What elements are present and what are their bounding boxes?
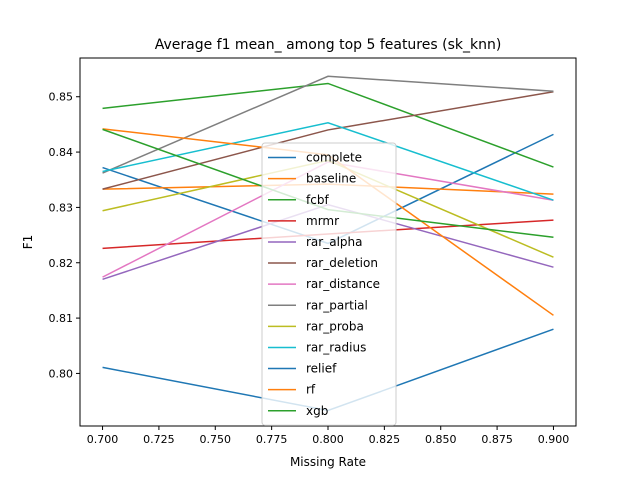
x-tick-label: 0.700 — [87, 433, 119, 446]
y-tick-label: 0.84 — [49, 146, 74, 159]
legend-item: rar_radius — [268, 340, 366, 354]
legend-item: rar_deletion — [268, 256, 378, 270]
y-tick-label: 0.81 — [49, 312, 74, 325]
legend-label: rar_alpha — [306, 235, 362, 249]
legend-item: rar_distance — [268, 277, 380, 291]
legend-label: rar_radius — [306, 340, 366, 354]
x-tick-label: 0.825 — [369, 433, 401, 446]
x-tick-label: 0.725 — [143, 433, 175, 446]
x-tick-label: 0.750 — [200, 433, 232, 446]
x-tick-label: 0.900 — [538, 433, 570, 446]
x-tick-label: 0.850 — [425, 433, 457, 446]
x-tick-label: 0.800 — [312, 433, 344, 446]
y-tick-label: 0.83 — [49, 201, 74, 214]
legend-label: xgb — [306, 404, 328, 418]
legend-item: xgb — [268, 404, 328, 418]
y-tick-label: 0.80 — [49, 367, 74, 380]
legend-item: fcbf — [268, 193, 329, 207]
legend-item: complete — [268, 151, 362, 165]
legend: complete baseline fcbf mrmr rar_alpha rar_del… — [261, 142, 397, 426]
legend-item: rf — [268, 383, 316, 397]
x-axis-ticks: 0.700 0.725 0.750 0.775 0.800 0.825 0.850 0.875… — [87, 426, 569, 446]
legend-item: baseline — [268, 172, 356, 186]
y-tick-label: 0.85 — [49, 91, 74, 104]
x-axis-label: Missing Rate — [290, 455, 366, 469]
legend-label: rar_distance — [306, 277, 380, 291]
legend-label: rar_deletion — [306, 256, 378, 270]
chart-title: Average f1 mean_ among top 5 features (s… — [155, 37, 502, 53]
legend-item: mrmr — [268, 214, 339, 228]
legend-box — [261, 142, 397, 426]
legend-label: rar_partial — [306, 298, 368, 312]
legend-label: complete — [306, 151, 362, 165]
legend-label: rar_proba — [306, 319, 364, 333]
plot-frame — [79, 57, 577, 427]
legend-label: relief — [306, 362, 337, 376]
y-axis-ticks: 0.80 0.81 0.82 0.83 0.84 0.85 — [49, 91, 80, 380]
series-line-fcbf — [102, 82, 554, 168]
y-axis-label: F1 — [21, 235, 35, 250]
legend-label: mrmr — [306, 214, 339, 228]
legend-item: rar_proba — [268, 319, 364, 333]
x-tick-label: 0.875 — [481, 433, 513, 446]
legend-label: fcbf — [306, 193, 329, 207]
x-tick-label: 0.775 — [256, 433, 288, 446]
series-line-rar-radius — [102, 121, 554, 201]
legend-item: rar_partial — [268, 298, 368, 312]
y-tick-label: 0.82 — [49, 257, 74, 270]
legend-label: rf — [306, 383, 316, 397]
series-line-rar-partial — [102, 75, 554, 174]
legend-label: baseline — [306, 172, 356, 186]
series-line-rar-deletion — [102, 91, 554, 190]
legend-item: rar_alpha — [268, 235, 362, 249]
legend-item: relief — [268, 362, 337, 376]
